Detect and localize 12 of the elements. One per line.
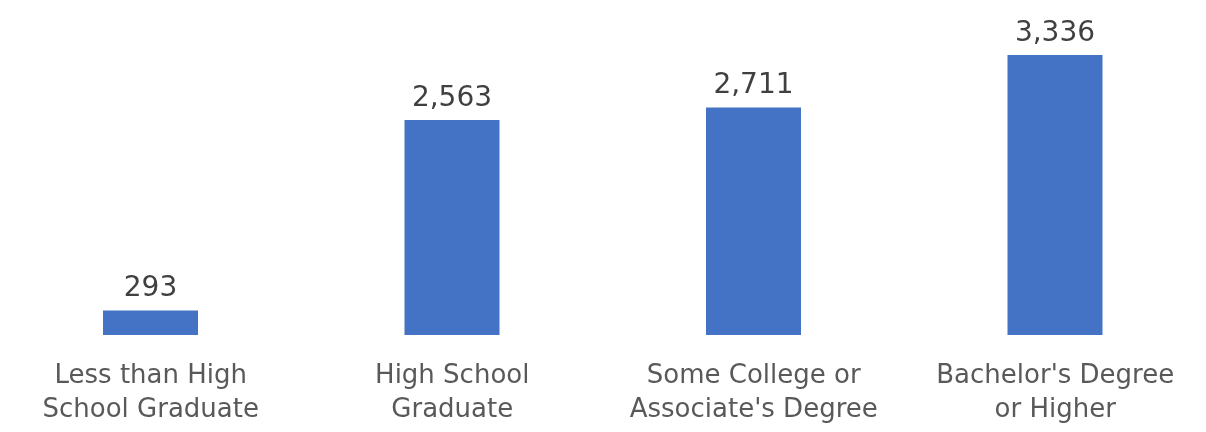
data-label: 3,336	[1014, 15, 1096, 48]
x-tick-label: Bachelor's Degree or Higher	[936, 359, 1175, 423]
bar	[706, 107, 801, 335]
bar	[404, 119, 500, 335]
x-tick-label: Less than High School Graduate	[42, 359, 259, 423]
data-label: 2,563	[411, 79, 493, 113]
bar	[1007, 55, 1103, 335]
data-label: 2,711	[713, 67, 794, 101]
x-tick-label: Some College or Associate's Degree	[629, 359, 878, 423]
x-tick-label: High School Graduate	[375, 359, 530, 423]
data-label: 293	[123, 270, 178, 304]
bar	[103, 310, 198, 335]
